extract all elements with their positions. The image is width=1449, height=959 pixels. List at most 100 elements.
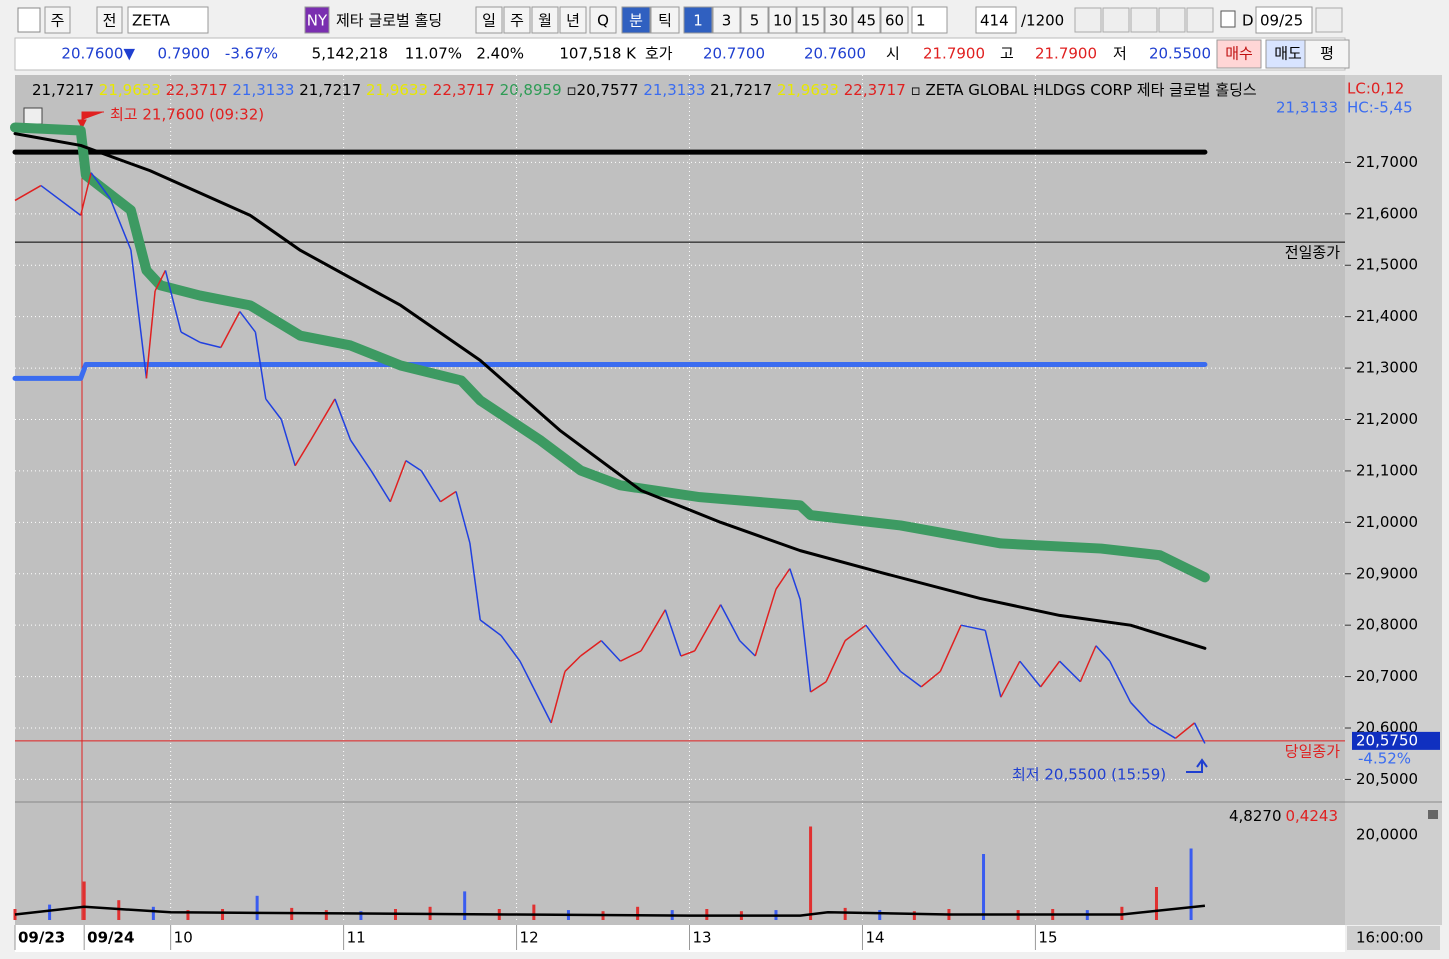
indicator-line: [12, 361, 1208, 381]
y-tick-label: 21,0000: [1356, 513, 1418, 531]
toolbar-button[interactable]: [559, 6, 587, 34]
toolbar-button[interactable]: [650, 6, 680, 34]
volume-bar: [636, 906, 640, 920]
price-segment: [600, 640, 621, 662]
cursor-time: 16:00:00: [1356, 929, 1423, 947]
toolbar-button[interactable]: [740, 6, 769, 34]
price-segment: [239, 311, 257, 333]
icon[interactable]: [1102, 7, 1130, 33]
quote-value: 21.7900: [923, 45, 985, 63]
y-tick-label: 20,7000: [1356, 667, 1418, 685]
x-tick-label: 10: [174, 929, 193, 947]
toolbar-button[interactable]: [621, 6, 651, 34]
price-segment: [825, 640, 846, 683]
toolbar-button[interactable]: [712, 6, 741, 34]
toolbar-button[interactable]: [911, 6, 948, 34]
quote-value: 호가: [645, 45, 673, 63]
toolbar-button[interactable]: [796, 6, 825, 34]
volume-bar: [843, 907, 847, 920]
price-segment: [1149, 722, 1176, 739]
prev-close-label: 전일종가: [1285, 244, 1340, 262]
order-button[interactable]: [1304, 39, 1350, 69]
toolbar-label: 3: [722, 12, 732, 30]
icon[interactable]: [1130, 7, 1158, 33]
legend-value: 22,3717: [166, 81, 233, 99]
volume-bar: [359, 911, 363, 920]
price-segment: [254, 331, 267, 400]
price-segment: [939, 624, 962, 672]
toolbar-button[interactable]: [768, 6, 797, 34]
toolbar-button[interactable]: [96, 6, 123, 34]
toolbar-button[interactable]: [531, 6, 559, 34]
price-segment: [349, 439, 372, 472]
toolbar-button[interactable]: [304, 6, 330, 34]
price-segment: [479, 619, 502, 637]
pane-close[interactable]: [1428, 810, 1438, 819]
x-axis-bar: [15, 925, 1345, 952]
toolbar-label: 일: [482, 12, 496, 30]
readout-value: 0,4243: [1286, 807, 1339, 825]
price-segment: [280, 419, 296, 466]
price-segment: [900, 670, 922, 688]
toolbar-button[interactable]: [824, 6, 853, 34]
price-segment: [810, 681, 827, 693]
price-segment: [1095, 645, 1111, 662]
price-segment: [334, 398, 352, 441]
price-segment: [14, 184, 42, 202]
icon[interactable]: [17, 7, 41, 33]
today-close-label: 당일종가: [1285, 742, 1340, 760]
toolbar-button[interactable]: [975, 6, 1017, 34]
toolbar-label: D: [1242, 12, 1254, 30]
toolbar-button[interactable]: [880, 6, 909, 34]
quote-value: 고: [1000, 45, 1014, 63]
legend-value: ▫20,7577: [566, 81, 643, 99]
toolbar-button[interactable]: [1255, 6, 1313, 34]
x-tick-label: 13: [693, 929, 712, 947]
price-segment: [265, 398, 282, 420]
price-segment: [469, 542, 481, 621]
volume-bar: [186, 910, 190, 920]
x-tick-label: 09/23: [18, 929, 65, 947]
toolbar-label: 30: [829, 12, 848, 30]
toolbar-label: 09/25: [1260, 12, 1303, 30]
x-tick-label: 15: [1038, 929, 1057, 947]
hc-value: 21,3133: [1276, 99, 1338, 117]
toolbar-label: 45: [857, 12, 876, 30]
quote-value: 0.7900: [158, 45, 211, 63]
toolbar-button[interactable]: [475, 6, 503, 34]
toolbar-label: 414: [980, 12, 1009, 30]
volume-bar: [48, 904, 52, 920]
checkbox[interactable]: [1220, 10, 1236, 28]
lc-label: LC:0,12: [1347, 80, 1404, 98]
toolbar-button[interactable]: [127, 6, 209, 34]
icon[interactable]: [1158, 7, 1186, 33]
icon[interactable]: [1074, 7, 1102, 33]
calendar-icon[interactable]: [1315, 7, 1343, 33]
quote-value: 20.7600▼: [61, 45, 135, 63]
price-segment: [199, 341, 221, 349]
toolbar-button[interactable]: [852, 6, 881, 34]
price-segment: [1059, 660, 1081, 683]
legend-value: 20,8959: [500, 81, 567, 99]
quote-value: 107,518 K: [559, 45, 637, 63]
toolbar-label: 제타 글로벌 홀딩: [336, 12, 442, 30]
order-button[interactable]: [1265, 39, 1311, 69]
order-button[interactable]: [1216, 39, 1262, 69]
volume-bar: [912, 911, 916, 920]
time-box: [1347, 926, 1440, 950]
icon[interactable]: [1186, 7, 1214, 33]
toolbar-button[interactable]: [44, 6, 71, 34]
y-tick-label: 21,4000: [1356, 307, 1418, 325]
volume-bar: [324, 910, 328, 920]
table-icon[interactable]: [23, 107, 43, 125]
legend-value: 22,3717: [433, 81, 500, 99]
toolbar-button[interactable]: [683, 6, 713, 34]
volume-ma: [14, 904, 1206, 917]
toolbar-label: 5: [750, 12, 760, 30]
toolbar-button[interactable]: [503, 6, 531, 34]
quote-value: 저: [1113, 45, 1127, 63]
price-segment: [1129, 701, 1151, 724]
y-tick-label: 21,2000: [1356, 410, 1418, 428]
volume-bar: [1189, 848, 1193, 920]
toolbar-button[interactable]: [589, 6, 617, 34]
